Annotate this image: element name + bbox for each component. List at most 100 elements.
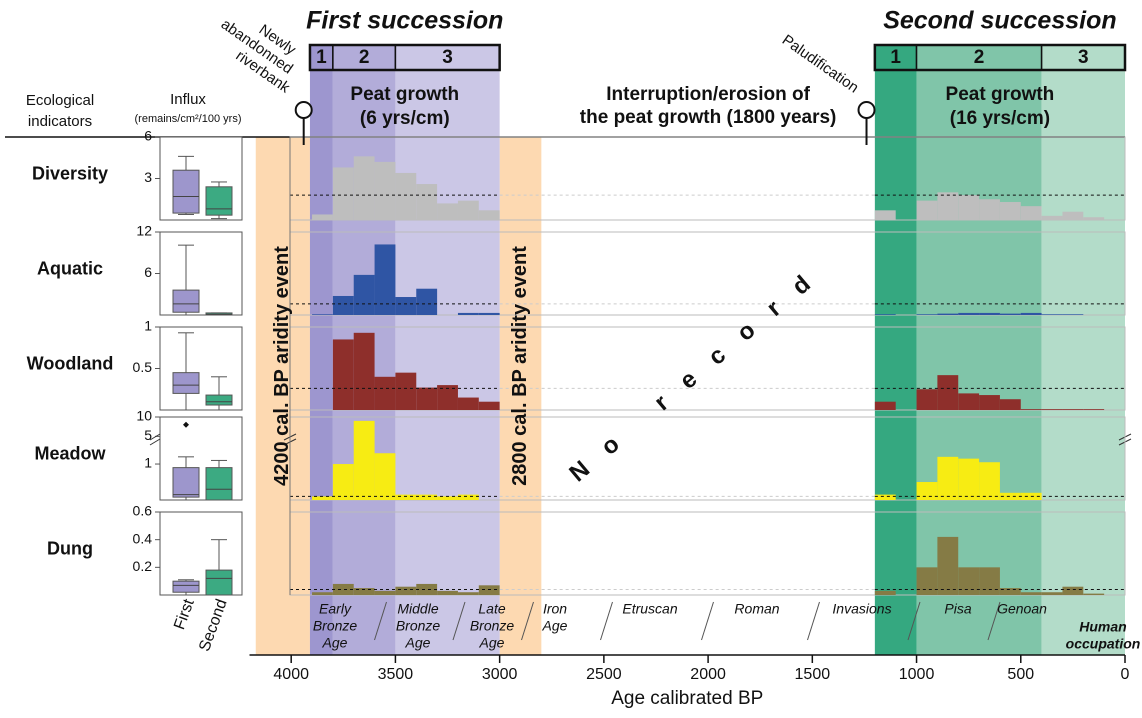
histogram-bar xyxy=(916,567,938,595)
box-panel xyxy=(159,326,243,411)
histogram-bar xyxy=(1062,314,1084,315)
histogram-bar xyxy=(979,567,1000,595)
phase-band xyxy=(874,70,917,655)
phase-band xyxy=(395,70,500,655)
histogram-bar xyxy=(937,536,959,595)
histogram-bar xyxy=(874,494,896,500)
histogram-bar xyxy=(457,200,479,220)
interruption-label: the peat growth (1800 years) xyxy=(580,107,837,128)
histogram-bar xyxy=(457,397,479,410)
x-tick-label: 3500 xyxy=(378,666,414,683)
x-tick-label: 1000 xyxy=(899,666,935,683)
box-category: First xyxy=(171,596,198,632)
histogram-bar xyxy=(874,314,896,315)
growth-label: Peat growth xyxy=(350,84,459,105)
histogram-bar xyxy=(312,496,333,500)
influx-subtitle: (remains/cm²/100 yrs) xyxy=(135,113,242,125)
histogram-bar xyxy=(374,376,396,410)
histogram-bar xyxy=(478,210,500,220)
histogram-bar xyxy=(395,586,417,595)
y-tick-label: 0.5 xyxy=(133,359,153,375)
phase-frame xyxy=(308,43,501,72)
histogram-bar xyxy=(916,482,938,500)
histogram-bar xyxy=(979,395,1000,410)
histogram-bar xyxy=(1020,409,1042,410)
period-label: Bronze xyxy=(313,618,358,634)
histogram-bar xyxy=(374,244,396,315)
box xyxy=(205,186,233,216)
succession-title: First succession xyxy=(306,7,503,35)
histogram-bar xyxy=(999,399,1021,410)
y-tick-label: 12 xyxy=(136,223,152,239)
period-label: Etruscan xyxy=(622,601,677,617)
x-tick-label: 500 xyxy=(1007,666,1034,683)
period-label: Bronze xyxy=(470,618,515,634)
growth-label: (6 yrs/cm) xyxy=(360,108,450,129)
aridity-label: 2800 cal. BP aridity event xyxy=(509,246,531,486)
histogram-bar xyxy=(916,200,938,220)
period-divider xyxy=(452,601,466,641)
histogram-bar xyxy=(374,161,396,220)
x-tick-label: 4000 xyxy=(273,666,309,683)
histogram-bar xyxy=(416,387,438,410)
histogram-bar xyxy=(1020,206,1042,220)
histogram-bar xyxy=(874,401,896,410)
period-divider xyxy=(907,601,921,641)
x-axis-label: Age calibrated BP xyxy=(611,688,763,709)
y-tick-label: 10 xyxy=(136,408,152,424)
x-tick-label: 3000 xyxy=(482,666,518,683)
histogram-bar xyxy=(395,372,417,410)
period-label: Human xyxy=(1079,619,1126,635)
histogram-bar xyxy=(958,312,980,315)
y-tick-label: 1 xyxy=(144,318,152,334)
event-marker xyxy=(857,101,876,119)
phase-band xyxy=(309,70,333,655)
histogram-bar xyxy=(416,184,438,220)
no-record: No record xyxy=(564,255,834,487)
y-tick-label: 6 xyxy=(144,264,152,280)
aridity-band xyxy=(499,137,542,655)
histogram-bar xyxy=(958,195,980,220)
axis-break xyxy=(149,438,161,446)
histogram-bar xyxy=(958,458,980,500)
x-tick-label: 0 xyxy=(1121,666,1130,683)
histogram-bar xyxy=(478,312,500,315)
histogram-bar xyxy=(1041,592,1063,595)
period-label: Genoan xyxy=(997,601,1047,617)
histogram-bar xyxy=(353,332,375,410)
histogram-bar xyxy=(916,389,938,410)
histogram-bar xyxy=(1062,409,1084,410)
histogram-bar xyxy=(1083,593,1105,595)
histogram-bar xyxy=(332,583,354,595)
histogram-bar xyxy=(353,156,375,220)
y-tick-label: 0.4 xyxy=(133,530,153,546)
histogram-bar xyxy=(979,312,1000,315)
box xyxy=(172,467,200,498)
histogram-bar xyxy=(1062,586,1084,595)
period-label: Roman xyxy=(734,601,779,617)
histogram-bar xyxy=(1041,215,1063,220)
histogram-bar xyxy=(437,385,458,410)
histogram-bar xyxy=(353,274,375,315)
period-divider xyxy=(374,601,387,641)
indicator-name: Aquatic xyxy=(37,258,103,278)
period-label: Bronze xyxy=(396,618,441,634)
period-label: Age xyxy=(479,635,505,651)
indicator-name: Diversity xyxy=(32,163,108,183)
period-divider xyxy=(701,601,714,641)
y-tick-label: 0.2 xyxy=(133,558,153,574)
box-panel xyxy=(159,231,243,316)
histogram-bar xyxy=(416,583,438,595)
histogram-bar xyxy=(395,172,417,220)
box xyxy=(205,394,233,406)
histogram-bar xyxy=(999,313,1021,315)
phase-label: 1 xyxy=(316,47,327,68)
y-tick-label: 5 xyxy=(144,427,152,443)
histogram-bar xyxy=(937,375,959,410)
growth-label: Peat growth xyxy=(946,84,1055,105)
influx-title: Influx xyxy=(170,91,206,108)
outlier xyxy=(183,421,189,428)
phase-band xyxy=(1041,70,1125,655)
histogram-bar xyxy=(979,199,1000,220)
